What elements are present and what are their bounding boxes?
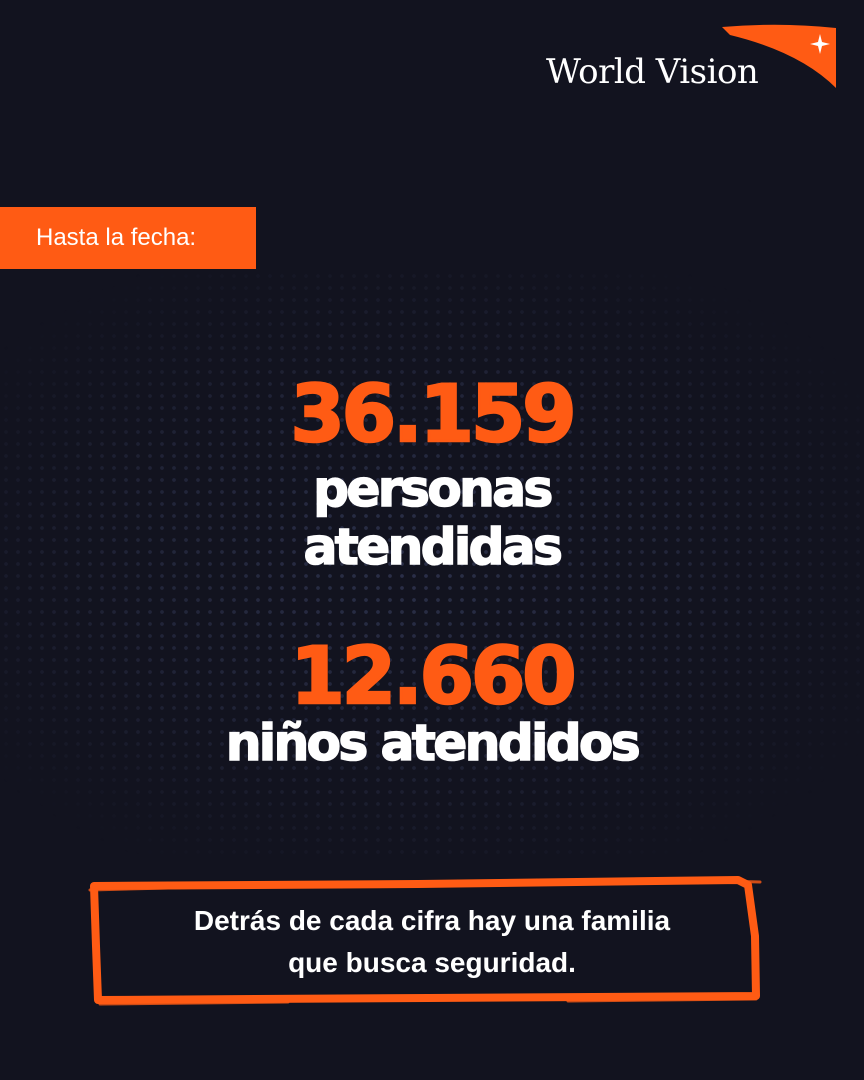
stat-children-number: 12.660 bbox=[289, 632, 578, 722]
date-badge: Hasta la fecha: bbox=[0, 207, 256, 269]
badge-label: Hasta la fecha: bbox=[36, 224, 197, 251]
orange-ribbon-with-star-icon bbox=[722, 24, 836, 88]
tagline-line-1: Detrás de cada cifra hay una familia bbox=[193, 905, 671, 936]
world-vision-logo: World Vision bbox=[540, 22, 840, 92]
logo-wordmark: World Vision bbox=[546, 52, 759, 92]
stat-people-number: 36.159 bbox=[289, 370, 578, 460]
stat-people-caption-line-2: atendidas bbox=[303, 518, 564, 576]
tagline-line-2: que busca seguridad. bbox=[288, 947, 576, 978]
tagline: Detrás de cada cifra hay una familia que… bbox=[120, 900, 744, 984]
brush-stroke-frame bbox=[88, 876, 762, 1006]
dotted-background-pattern bbox=[0, 270, 864, 860]
stat-people-caption-line-1: personas bbox=[312, 460, 554, 518]
stat-children-caption: niños atendidos bbox=[225, 714, 641, 772]
